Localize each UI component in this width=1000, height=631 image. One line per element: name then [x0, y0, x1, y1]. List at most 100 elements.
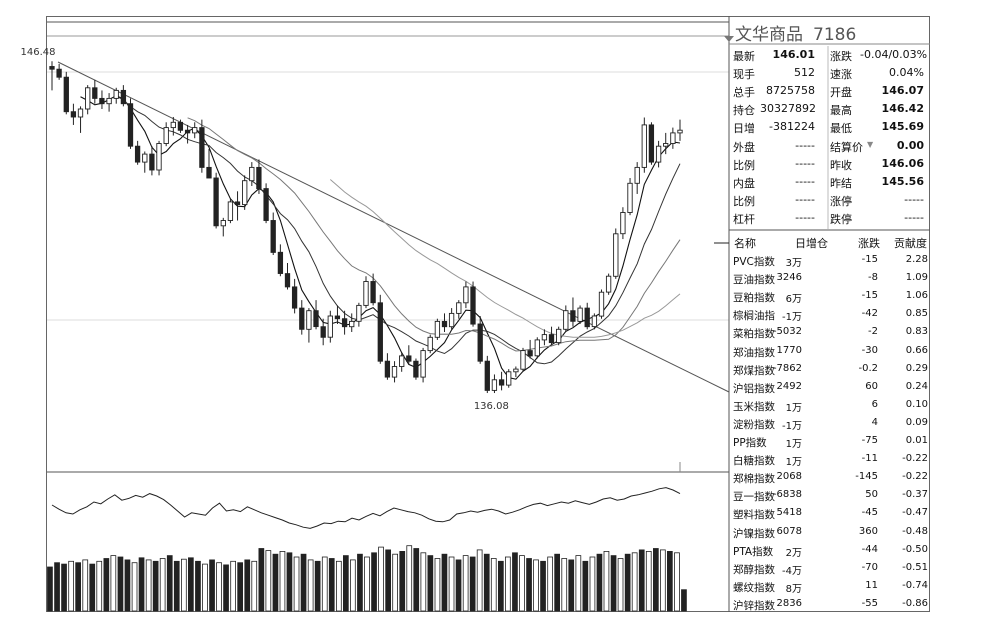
volume-bar: [96, 560, 103, 612]
candle-body: [85, 87, 91, 110]
volume-bar: [223, 564, 229, 612]
candle-body: [142, 153, 148, 163]
candle-body: [163, 127, 169, 144]
volume-bar: [434, 558, 441, 612]
table-row[interactable]: 郑油指数 1770 -30 0.66: [732, 343, 930, 361]
candle-body: [134, 145, 141, 163]
table-row[interactable]: 菜粕指数 -5032 -2 0.83: [732, 324, 930, 342]
volume-bar: [462, 555, 469, 612]
candle-body: [99, 97, 105, 105]
volume-bar: [441, 553, 448, 612]
row-chg: -11: [861, 453, 878, 465]
col-name-header[interactable]: 名称: [734, 237, 756, 250]
oscillator-line: [51, 487, 681, 529]
table-row[interactable]: PP指数 1万 -75 0.01: [732, 433, 930, 451]
row-name: 豆粕指数: [733, 292, 775, 305]
row-name: 郑棉指数: [733, 473, 775, 486]
volume-bar: [54, 562, 60, 612]
table-row[interactable]: 沪铝指数 2492 60 0.24: [732, 379, 930, 397]
volume-bar: [681, 589, 687, 612]
quote-value: 8725758: [766, 84, 815, 98]
volume-bar: [237, 562, 243, 612]
volume-bar: [138, 557, 145, 612]
table-row[interactable]: 棕榈油指 -1万 -42 0.85: [732, 306, 930, 324]
row-chg: -15: [861, 290, 878, 302]
quote-label: 现手: [733, 68, 755, 82]
volume-bar: [335, 560, 342, 612]
row-chg: -42: [861, 308, 878, 320]
volume-bar: [378, 546, 384, 612]
row-chg: 4: [871, 416, 878, 428]
table-row[interactable]: 沪镍指数 6078 360 -0.48: [732, 524, 930, 542]
row-chg: -2: [868, 326, 878, 338]
quote-label: 涨跌: [830, 50, 852, 63]
candle-body: [177, 121, 184, 131]
row-chg: -30: [861, 344, 878, 356]
candle-body: [434, 320, 441, 338]
col-con-header[interactable]: 贡献度: [894, 237, 927, 250]
row-inc: -1万: [782, 420, 802, 432]
candle-body: [234, 201, 241, 206]
candle-body: [570, 310, 576, 322]
table-row[interactable]: 塑料指数 5418 -45 -0.47: [732, 505, 930, 523]
table-row[interactable]: PTA指数 2万 -44 -0.50: [732, 542, 930, 560]
volume-bar: [307, 559, 314, 612]
volume-bar: [173, 560, 180, 612]
table-row[interactable]: 郑煤指数 -7862 -0.2 0.29: [732, 361, 930, 379]
volume-bar: [392, 553, 399, 612]
volume-bar: [667, 551, 673, 612]
row-con: -0.22: [902, 453, 928, 465]
quote-value: 146.06: [881, 156, 924, 170]
volume-bar: [145, 559, 152, 612]
row-name: 白糖指数: [733, 455, 775, 468]
candle-body: [498, 379, 505, 386]
candle-body: [427, 336, 433, 352]
volume-bar: [314, 560, 321, 612]
row-con: 1.09: [905, 272, 928, 284]
table-row[interactable]: 郑醇指数 -4万 -70 -0.51: [732, 560, 930, 578]
row-inc: 2068: [776, 471, 802, 483]
candle-body: [441, 320, 448, 328]
volume-bar: [413, 548, 420, 612]
col-inc-header[interactable]: 日增仓: [795, 237, 828, 250]
row-inc: 1万: [785, 402, 802, 414]
volume-bar: [195, 560, 201, 612]
quote-label: 总手: [733, 86, 755, 100]
row-inc: 6078: [776, 525, 802, 537]
candle-body: [220, 220, 226, 227]
volume-bar: [209, 559, 215, 612]
row-inc: 2836: [776, 597, 802, 609]
row-con: -0.74: [902, 579, 928, 591]
table-row[interactable]: 豆粕指数 6万 -15 1.06: [732, 288, 930, 306]
row-name: 郑醇指数: [733, 563, 775, 576]
table-row[interactable]: 沪锌指数 2836 -55 -0.86: [732, 596, 930, 614]
candle-body: [513, 368, 519, 373]
candle-body: [227, 201, 234, 221]
row-inc: -7862: [772, 362, 802, 374]
table-row[interactable]: 淀粉指数 -1万 4 0.09: [732, 415, 930, 433]
candle-body: [92, 87, 98, 99]
volume-bar: [244, 559, 251, 612]
volume-bar: [631, 552, 638, 612]
col-chg-header[interactable]: 涨跌: [858, 237, 880, 250]
table-row[interactable]: PVC指数 3万 -15 2.28: [732, 252, 930, 270]
quote-label[interactable]: 结算价: [830, 140, 863, 154]
candle-body: [491, 379, 498, 391]
volume-bar: [575, 555, 582, 612]
chevron-down-icon[interactable]: ▼: [867, 139, 874, 149]
row-name: 郑油指数: [733, 346, 775, 359]
row-name: PTA指数: [733, 545, 774, 558]
table-row[interactable]: 郑棉指数 2068 -145 -0.22: [732, 469, 930, 487]
quote-label: 速涨: [830, 68, 852, 82]
table-row[interactable]: 玉米指数 1万 6 0.10: [732, 397, 930, 415]
row-inc: -5032: [772, 326, 802, 338]
quote-value: -----: [795, 156, 815, 170]
table-row[interactable]: 螺纹指数 8万 11 -0.74: [732, 578, 930, 596]
table-row[interactable]: 豆油指数 3246 -8 1.09: [732, 270, 930, 288]
row-inc: 2万: [785, 547, 802, 559]
table-row[interactable]: 白糖指数 1万 -11 -0.22: [732, 451, 930, 469]
table-row[interactable]: 豆一指数 -6838 50 -0.37: [732, 487, 930, 505]
candle-body: [77, 108, 84, 118]
candle-body: [127, 103, 134, 147]
volume-bar: [406, 545, 413, 612]
